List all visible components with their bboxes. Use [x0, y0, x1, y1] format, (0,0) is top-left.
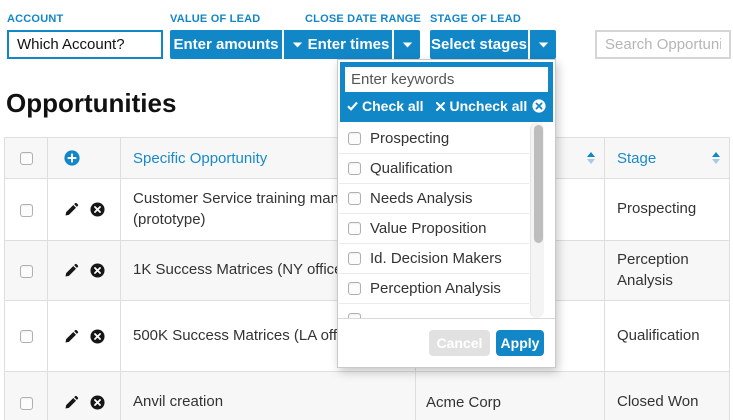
sort-icon[interactable] [712, 152, 720, 164]
x-icon [436, 101, 446, 111]
stage-option[interactable]: Id. Decision Makers [339, 244, 529, 274]
option-checkbox[interactable] [348, 192, 361, 205]
select-stages-button[interactable]: Select stages [430, 30, 528, 59]
check-all-label: Check all [362, 98, 424, 114]
option-label: Id. Decision Makers [370, 250, 502, 267]
stage-of-lead-dropdown: Select stages [430, 30, 556, 59]
uncheck-all-label: Uncheck all [449, 98, 528, 114]
stage-value: Perception Analysis [604, 240, 730, 301]
stage-value: Qualification [604, 300, 730, 372]
scrollbar[interactable] [530, 122, 544, 318]
stage-caret-button[interactable] [530, 30, 556, 59]
option-label: Needs Analysis [370, 190, 473, 207]
close-date-range-dropdown: Enter times [305, 30, 420, 59]
stage-filter-header: Check all Uncheck all [340, 62, 553, 122]
option-checkbox[interactable] [348, 222, 361, 235]
cancel-button[interactable]: Cancel [429, 330, 490, 356]
account-name: Acme Corp [415, 371, 605, 420]
sort-icon[interactable] [587, 152, 595, 164]
caret-down-icon [292, 41, 303, 49]
column-header-opportunity[interactable]: Specific Opportunity [133, 149, 268, 167]
option-label: Perception Analysis [370, 280, 501, 297]
stage-option[interactable]: Value Proposition [339, 214, 529, 244]
option-checkbox[interactable] [348, 132, 361, 145]
stage-option[interactable]: Perception Analysis [339, 274, 529, 304]
caret-down-icon [402, 41, 413, 49]
apply-button[interactable]: Apply [496, 330, 544, 356]
delete-icon[interactable] [90, 328, 105, 344]
search-input[interactable] [595, 30, 731, 59]
opportunity-name[interactable]: Anvil creation [120, 371, 416, 420]
delete-icon[interactable] [90, 395, 105, 410]
option-checkbox[interactable] [348, 252, 361, 265]
close-date-caret-button[interactable] [394, 30, 420, 59]
close-circle-icon[interactable] [532, 99, 546, 113]
stage-filter-footer: Cancel Apply [338, 318, 555, 367]
option-checkbox[interactable] [348, 282, 361, 295]
option-label: Value Proposition [370, 220, 487, 237]
row-checkbox[interactable] [19, 264, 33, 278]
stage-option[interactable]: Qualification [339, 154, 529, 184]
page-title: Opportunities [6, 88, 177, 118]
stage-option[interactable]: Prospecting [339, 124, 529, 154]
account-label: ACCOUNT [7, 13, 64, 25]
edit-icon[interactable] [64, 202, 79, 217]
column-header-stage[interactable]: Stage [617, 149, 657, 167]
stage-option[interactable] [339, 304, 529, 318]
row-checkbox[interactable] [19, 330, 33, 344]
stage-of-lead-label: STAGE OF LEAD [430, 13, 522, 25]
add-opportunity-button[interactable] [48, 150, 120, 166]
enter-times-button[interactable]: Enter times [305, 30, 392, 59]
row-checkbox[interactable] [19, 203, 33, 217]
edit-icon[interactable] [64, 395, 79, 410]
enter-amounts-button[interactable]: Enter amounts [170, 30, 282, 59]
option-label: Qualification [370, 160, 453, 177]
option-checkbox[interactable] [348, 162, 361, 175]
stage-filter-panel: Check all Uncheck all Prospecting Qualif… [337, 59, 556, 368]
keyword-input[interactable] [345, 67, 548, 92]
plus-circle-icon [64, 150, 120, 166]
select-all-checkbox[interactable] [19, 152, 33, 166]
stage-option[interactable]: Needs Analysis [339, 184, 529, 214]
scrollbar-thumb[interactable] [533, 125, 543, 243]
caret-down-icon [538, 41, 549, 49]
stage-option-list: Prospecting Qualification Needs Analysis… [339, 124, 529, 318]
option-label: Prospecting [370, 130, 450, 147]
value-of-lead-dropdown: Enter amounts [170, 30, 310, 59]
table-row: Anvil creation Acme Corp Closed Won [4, 371, 730, 420]
check-all-link[interactable]: Check all [347, 98, 423, 114]
check-icon [347, 101, 358, 111]
uncheck-all-link[interactable]: Uncheck all [436, 98, 527, 114]
row-checkbox[interactable] [19, 396, 33, 410]
edit-icon[interactable] [64, 263, 79, 278]
delete-icon[interactable] [90, 263, 105, 278]
delete-icon[interactable] [90, 202, 105, 217]
option-checkbox[interactable] [348, 312, 361, 318]
value-of-lead-label: VALUE OF LEAD [170, 13, 261, 25]
stage-value: Prospecting [604, 178, 730, 241]
edit-icon[interactable] [64, 329, 79, 344]
account-input[interactable] [7, 30, 163, 59]
close-date-range-label: CLOSE DATE RANGE [305, 13, 422, 25]
stage-value: Closed Won [604, 371, 730, 420]
